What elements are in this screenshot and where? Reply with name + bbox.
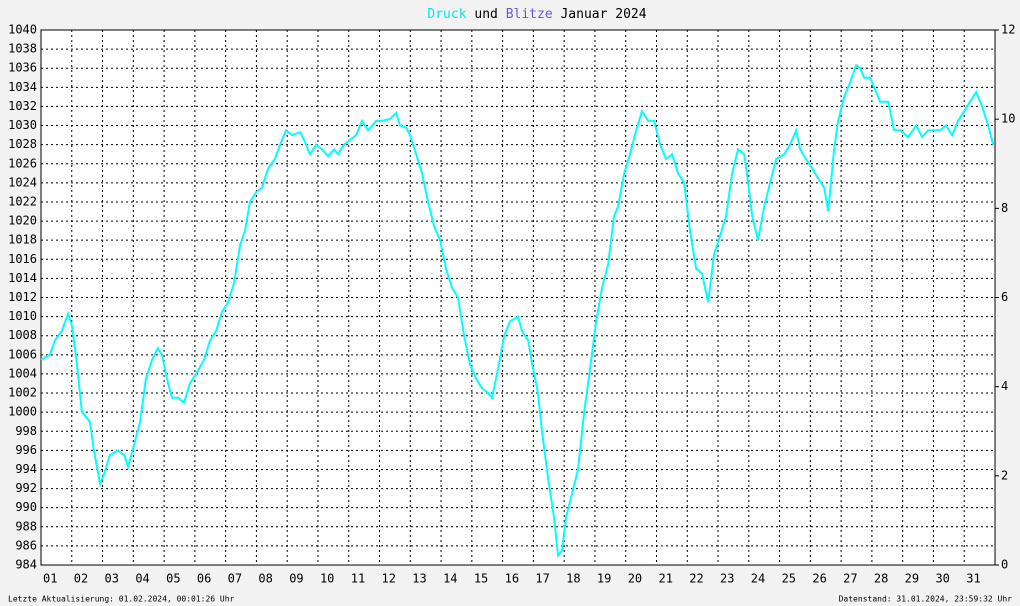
x-tick-label: 30: [935, 572, 949, 586]
x-tick-label: 20: [628, 572, 642, 586]
y-tick-label: 986: [15, 538, 37, 552]
y-tick-label: 1038: [8, 42, 37, 56]
y-tick-label: 1004: [8, 366, 37, 380]
y-tick-label: 1010: [8, 309, 37, 323]
x-tick-label: 04: [135, 572, 149, 586]
y-tick-label: 984: [15, 558, 37, 572]
y2-tick-label: 10: [1001, 112, 1015, 126]
title-part: Januar 2024: [560, 7, 646, 22]
x-tick-label: 24: [751, 572, 765, 586]
y-tick-label: 996: [15, 443, 37, 457]
y2-tick-label: 2: [1001, 468, 1008, 482]
title-part: Blitze: [506, 7, 553, 22]
x-tick-label: 06: [197, 572, 211, 586]
y-tick-label: 1024: [8, 175, 37, 189]
x-tick-label: 28: [874, 572, 888, 586]
y2-tick-label: 12: [1001, 23, 1015, 37]
x-tick-label: 03: [105, 572, 119, 586]
x-tick-label: 23: [720, 572, 734, 586]
y-tick-label: 1002: [8, 386, 37, 400]
x-tick-label: 26: [812, 572, 826, 586]
x-tick-label: 22: [689, 572, 703, 586]
x-tick-label: 15: [474, 572, 488, 586]
x-tick-label: 25: [782, 572, 796, 586]
y-tick-label: 1006: [8, 347, 37, 361]
x-tick-label: 11: [351, 572, 365, 586]
x-tick-label: 21: [658, 572, 672, 586]
y-tick-label: 988: [15, 519, 37, 533]
x-tick-label: 09: [289, 572, 303, 586]
y-tick-label: 1018: [8, 233, 37, 247]
y-tick-label: 1028: [8, 137, 37, 151]
title-part: und: [474, 7, 497, 22]
title-part: Druck: [427, 7, 466, 22]
x-tick-label: 12: [382, 572, 396, 586]
x-tick-label: 08: [258, 572, 272, 586]
x-tick-label: 29: [905, 572, 919, 586]
y2-tick-label: 4: [1001, 379, 1008, 393]
y-tick-label: 1030: [8, 118, 37, 132]
y-tick-label: 1032: [8, 99, 37, 113]
x-tick-label: 07: [228, 572, 242, 586]
y-tick-label: 1016: [8, 252, 37, 266]
x-tick-label: 19: [597, 572, 611, 586]
y-tick-label: 1012: [8, 290, 37, 304]
x-tick-label: 16: [505, 572, 519, 586]
y-tick-label: 1026: [8, 156, 37, 170]
y-tick-label: 998: [15, 424, 37, 438]
x-tick-label: 18: [566, 572, 580, 586]
y-tick-label: 994: [15, 462, 37, 476]
x-tick-label: 01: [43, 572, 57, 586]
y-tick-label: 1040: [8, 23, 37, 37]
x-tick-label: 13: [412, 572, 426, 586]
y-tick-label: 1022: [8, 194, 37, 208]
y-tick-label: 1000: [8, 405, 37, 419]
footer-right: Datenstand: 31.01.2024, 23:59:32 Uhr: [839, 595, 1013, 604]
x-tick-label: 10: [320, 572, 334, 586]
y-tick-label: 1034: [8, 80, 37, 94]
x-tick-label: 14: [443, 572, 457, 586]
y2-tick-label: 0: [1001, 558, 1008, 572]
y-tick-label: 1020: [8, 214, 37, 228]
x-tick-label: 02: [74, 572, 88, 586]
x-tick-label: 05: [166, 572, 180, 586]
y2-tick-label: 6: [1001, 290, 1008, 304]
y-tick-label: 992: [15, 481, 37, 495]
x-tick-label: 17: [535, 572, 549, 586]
y-tick-label: 990: [15, 500, 37, 514]
y-tick-label: 1036: [8, 61, 37, 75]
y-tick-label: 1008: [8, 328, 37, 342]
footer-left: Letzte Aktualisierung: 01.02.2024, 00:01…: [8, 595, 235, 604]
x-tick-label: 31: [966, 572, 980, 586]
y2-tick-label: 8: [1001, 201, 1008, 215]
chart-title: Druck und Blitze Januar 2024: [427, 7, 646, 22]
y-tick-label: 1014: [8, 271, 37, 285]
x-tick-label: 27: [843, 572, 857, 586]
pressure-line: [40, 63, 995, 558]
